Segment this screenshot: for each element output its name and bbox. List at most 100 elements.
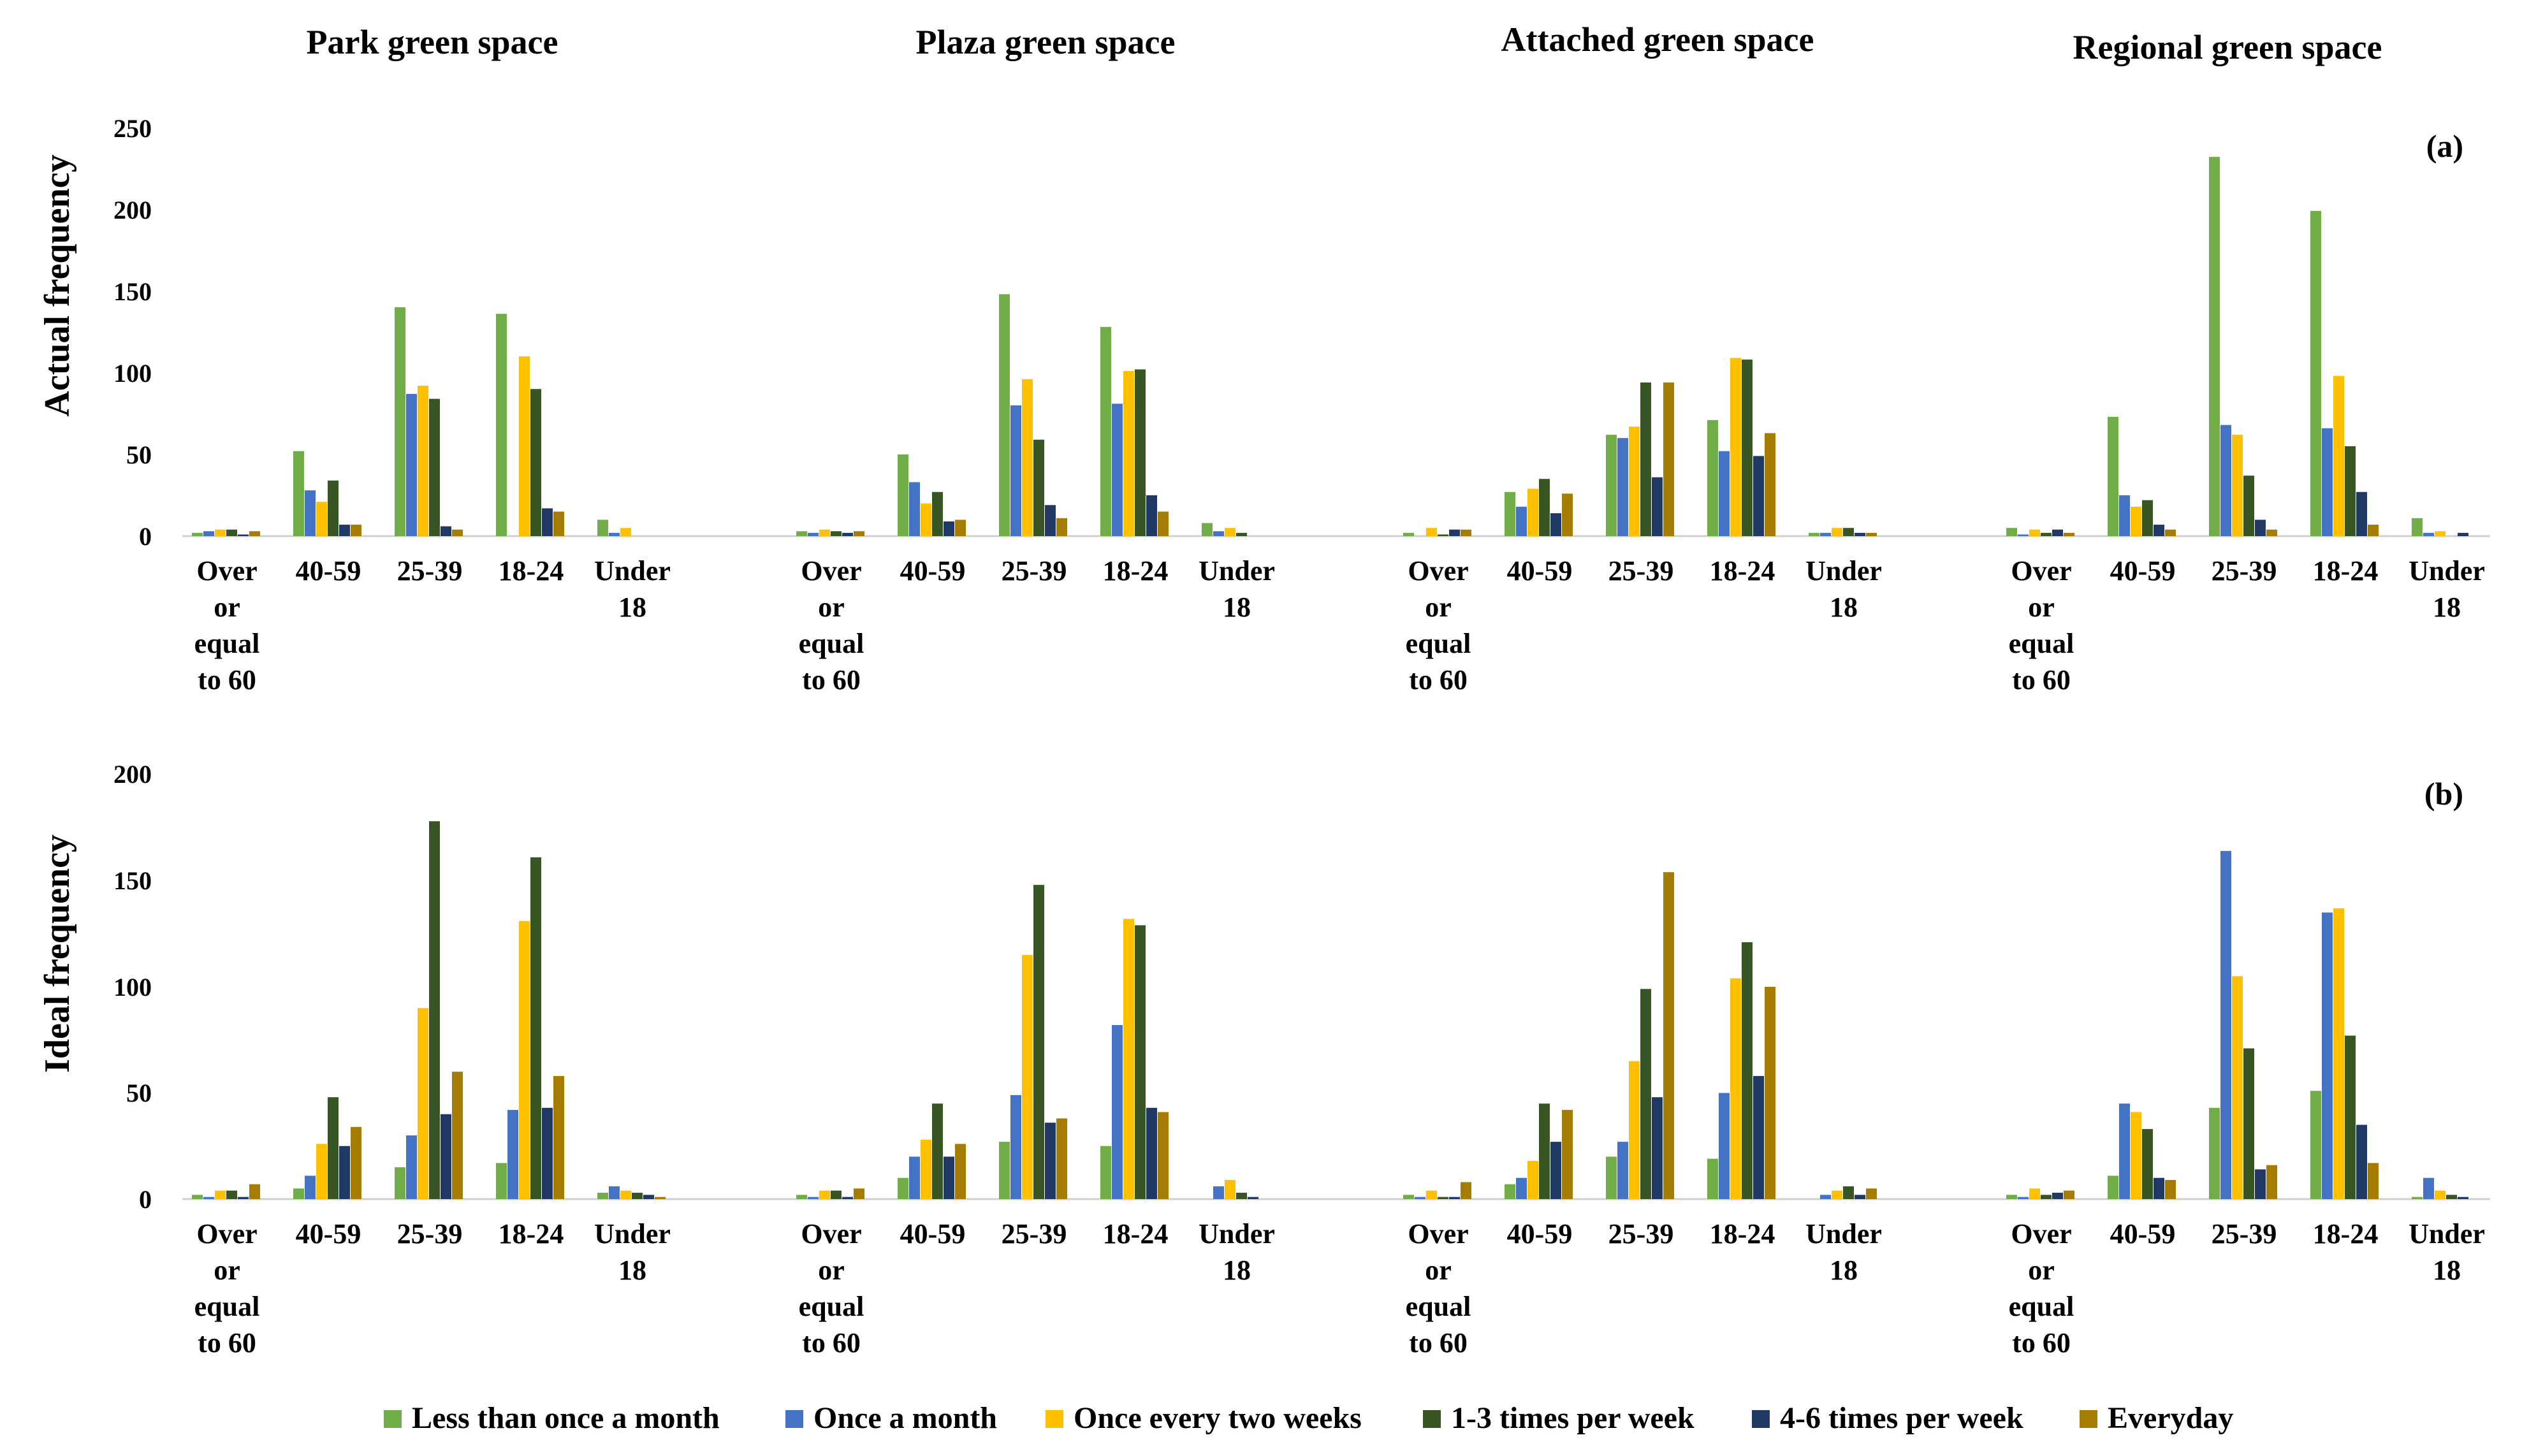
bar-a-panel2-cat1-series2 bbox=[808, 532, 819, 536]
bar-b-panel3-cat4-series4 bbox=[1742, 942, 1753, 1199]
bar-a-panel4-cat3-series6 bbox=[2266, 529, 2277, 536]
bar-b-panel3-cat2-series5 bbox=[1550, 1142, 1561, 1199]
bar-a-panel2-cat1-series1 bbox=[796, 531, 807, 536]
bar-b-panel4-cat1-series5 bbox=[2052, 1193, 2063, 1199]
category-label-a-panel1-cat3-line1: 25-39 bbox=[397, 555, 463, 586]
bar-b-panel2-cat5-series3 bbox=[1225, 1180, 1235, 1199]
category-label-b-panel3-cat1-line3: equal bbox=[1406, 1291, 1471, 1322]
bar-b-panel2-cat3-series5 bbox=[1045, 1123, 1056, 1199]
legend-label-everyday: Everyday bbox=[2108, 1401, 2233, 1435]
bar-a-panel2-cat4-series1 bbox=[1100, 326, 1111, 536]
bar-b-panel2-cat3-series3 bbox=[1022, 955, 1033, 1199]
bar-a-panel3-cat1-series3 bbox=[1426, 528, 1437, 536]
bar-a-panel4-cat3-series4 bbox=[2243, 476, 2254, 536]
bar-b-panel4-cat1-series3 bbox=[2029, 1188, 2040, 1199]
bar-a-panel1-cat3-series5 bbox=[441, 526, 451, 536]
bar-b-panel1-cat2-series1 bbox=[293, 1188, 304, 1199]
category-label-b-panel1-cat4-line1: 18-24 bbox=[499, 1218, 564, 1249]
category-label-a-panel1-cat5-line1: Under bbox=[594, 555, 671, 586]
bar-b-panel3-cat3-series6 bbox=[1663, 872, 1674, 1199]
category-label-b-panel1-cat5-line1: Under bbox=[594, 1218, 671, 1249]
bar-a-panel4-cat3-series5 bbox=[2255, 520, 2266, 536]
bar-b-panel4-cat4-series4 bbox=[2345, 1035, 2356, 1199]
category-label-a-panel4-cat3-line1: 25-39 bbox=[2212, 555, 2277, 586]
bar-a-panel3-cat3-series2 bbox=[1617, 438, 1628, 536]
bar-a-panel4-cat3-series2 bbox=[2220, 425, 2231, 536]
bar-a-panel1-cat4-series6 bbox=[553, 511, 564, 536]
category-label-b-panel3-cat1-line1: Over bbox=[1408, 1218, 1468, 1249]
bar-b-panel1-cat5-series4 bbox=[632, 1193, 643, 1199]
bar-b-panel4-cat4-series3 bbox=[2333, 908, 2344, 1199]
bar-a-panel2-cat3-series6 bbox=[1056, 518, 1067, 536]
legend-label-less-than-once-a-month: Less than once a month bbox=[412, 1401, 720, 1435]
y-tick-b-200: 200 bbox=[113, 760, 152, 789]
bar-b-panel2-cat1-series1 bbox=[796, 1195, 807, 1199]
bar-a-panel3-cat1-series6 bbox=[1461, 529, 1471, 536]
bar-b-panel4-cat2-series2 bbox=[2119, 1103, 2130, 1199]
bar-b-panel2-cat2-series5 bbox=[944, 1156, 954, 1199]
bar-b-panel4-cat4-series6 bbox=[2368, 1163, 2379, 1199]
bar-b-panel3-cat4-series2 bbox=[1719, 1093, 1730, 1199]
category-label-b-panel2-cat1-line1: Over bbox=[801, 1218, 861, 1249]
bar-b-panel1-cat2-series5 bbox=[339, 1146, 350, 1199]
bar-a-panel3-cat5-series6 bbox=[1866, 532, 1877, 536]
bar-a-panel1-cat4-series4 bbox=[530, 389, 541, 536]
bar-a-panel1-cat4-series3 bbox=[519, 356, 530, 536]
bar-b-panel4-cat3-series4 bbox=[2243, 1048, 2254, 1199]
category-label-a-panel2-cat4-line1: 18-24 bbox=[1103, 555, 1169, 586]
bar-b-panel4-cat3-series6 bbox=[2266, 1165, 2277, 1199]
y-tick-a-100: 100 bbox=[113, 359, 152, 388]
bar-b-panel4-cat2-series3 bbox=[2131, 1112, 2141, 1199]
bar-b-panel4-cat4-series2 bbox=[2322, 912, 2333, 1199]
y-tick-a-0: 0 bbox=[139, 522, 152, 551]
bar-b-panel2-cat2-series6 bbox=[955, 1144, 966, 1199]
bar-a-panel4-cat2-series3 bbox=[2131, 506, 2141, 536]
bar-a-panel4-cat1-series2 bbox=[2018, 534, 2029, 536]
category-label-b-panel3-cat5-line1: Under bbox=[1805, 1218, 1882, 1249]
category-label-a-panel4-cat1-line2: or bbox=[2028, 592, 2055, 623]
bar-b-panel2-cat1-series2 bbox=[808, 1197, 819, 1199]
bar-a-panel4-cat4-series3 bbox=[2333, 375, 2344, 536]
category-labels-layer: Over or equal to 60 40-59 25-39 18-24 Under 18 Ov… bbox=[194, 555, 2485, 1358]
legend-swatch-1-3-times-per-week bbox=[1423, 1410, 1441, 1428]
category-label-a-panel1-cat1-line4: to 60 bbox=[198, 664, 256, 695]
bar-a-panel3-cat4-series1 bbox=[1707, 419, 1718, 536]
bar-b-panel3-cat2-series4 bbox=[1539, 1103, 1550, 1199]
category-label-b-panel2-cat5-line1: Under bbox=[1199, 1218, 1275, 1249]
bar-b-panel1-cat3-series6 bbox=[452, 1072, 463, 1199]
bar-b-panel3-cat5-series2 bbox=[1820, 1195, 1831, 1199]
category-label-b-panel1-cat1-line4: to 60 bbox=[198, 1327, 256, 1358]
bar-a-panel3-cat2-series2 bbox=[1516, 506, 1527, 536]
bar-b-panel1-cat3-series2 bbox=[406, 1135, 417, 1199]
category-label-a-panel1-cat1-line2: or bbox=[214, 592, 240, 623]
bar-b-panel2-cat3-series6 bbox=[1056, 1118, 1067, 1199]
y-axis-title-actual: Actual frequency bbox=[38, 154, 77, 416]
bar-b-panel2-cat3-series1 bbox=[999, 1142, 1010, 1199]
bar-b-panel4-cat5-series2 bbox=[2423, 1177, 2434, 1199]
category-label-b-panel2-cat4-line1: 18-24 bbox=[1103, 1218, 1169, 1249]
bar-b-panel3-cat5-series4 bbox=[1843, 1186, 1854, 1199]
bar-a-panel3-cat1-series5 bbox=[1449, 529, 1460, 536]
y-tick-a-250: 250 bbox=[113, 114, 152, 143]
bar-b-panel2-cat1-series5 bbox=[842, 1197, 853, 1199]
bar-b-panel4-cat4-series1 bbox=[2310, 1091, 2321, 1199]
bar-a-panel2-cat4-series4 bbox=[1135, 369, 1146, 536]
panel-title-park: Park green space bbox=[307, 23, 558, 61]
panel-title-plaza: Plaza green space bbox=[916, 23, 1176, 61]
bar-a-panel3-cat3-series1 bbox=[1606, 435, 1617, 536]
bar-a-panel2-cat3-series3 bbox=[1022, 379, 1033, 536]
bar-a-panel2-cat4-series2 bbox=[1112, 404, 1123, 536]
bar-b-panel2-cat4-series3 bbox=[1123, 919, 1134, 1199]
bar-b-panel1-cat4-series2 bbox=[507, 1110, 518, 1199]
bar-b-panel2-cat4-series5 bbox=[1146, 1107, 1157, 1199]
bar-b-panel4-cat1-series2 bbox=[2018, 1197, 2029, 1199]
category-label-b-panel2-cat3-line1: 25-39 bbox=[1002, 1218, 1067, 1249]
category-label-a-panel3-cat4-line1: 18-24 bbox=[1710, 555, 1775, 586]
bar-b-panel3-cat5-series6 bbox=[1866, 1188, 1877, 1199]
bar-b-panel4-cat2-series1 bbox=[2108, 1176, 2118, 1199]
bar-a-panel2-cat2-series2 bbox=[909, 482, 920, 536]
category-label-a-panel3-cat1-line3: equal bbox=[1406, 628, 1471, 659]
bars-layer bbox=[192, 157, 2468, 1199]
legend-swatch-everyday bbox=[2080, 1410, 2097, 1428]
bar-b-panel1-cat3-series5 bbox=[441, 1114, 451, 1199]
